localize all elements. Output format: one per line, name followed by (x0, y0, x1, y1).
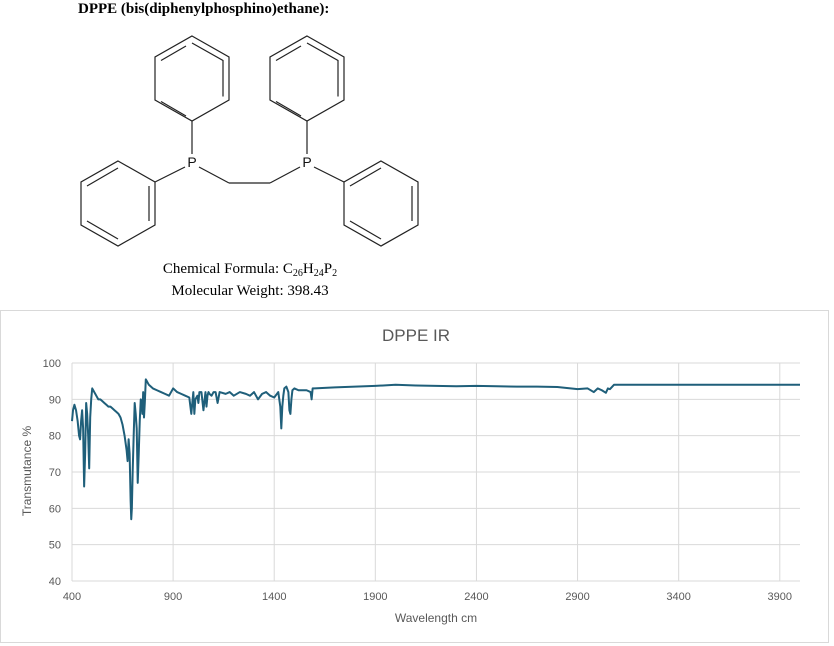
bond-p2-ring2 (313, 166, 345, 183)
structure-bonds (80, 35, 419, 247)
bond-p1-ch2 (198, 166, 230, 184)
phenyl-ring-upper-left (154, 35, 230, 122)
y-tick-label: 50 (49, 540, 61, 552)
chart-tick-labels: 40 50 60 70 80 90 100 400 900 1400 1900 2400 2900 340… (43, 358, 792, 603)
chart-gridlines (71, 362, 800, 582)
molecular-weight: Molecular Weight: 398.43 (100, 283, 400, 300)
y-tick-label: 70 (49, 467, 61, 479)
y-tick-label: 60 (49, 503, 61, 515)
x-axis-label: Wavelength cm (395, 611, 477, 625)
formula-element: C (282, 261, 293, 277)
formula-prefix: Chemical Formula: (162, 261, 283, 277)
y-tick-label: 100 (43, 358, 61, 370)
formula-element: P (323, 261, 333, 277)
y-axis-label: Transmutance % (20, 426, 34, 517)
x-tick-label: 3900 (768, 591, 792, 603)
page-title: DPPE (bis(diphenylphosphino)ethane): (78, 1, 330, 17)
formula-subscript: 26 (292, 268, 303, 279)
bond-p1-ring2 (154, 166, 186, 183)
phenyl-ring-lower-right (343, 160, 419, 247)
phenyl-ring-lower-left (80, 160, 156, 247)
chemical-formula: Chemical Formula: C26H24P2 (100, 261, 400, 279)
y-tick-label: 90 (49, 394, 61, 406)
x-tick-label: 2400 (464, 591, 488, 603)
chart-title: DPPE IR (382, 326, 450, 345)
phenyl-ring-upper-right (269, 35, 345, 122)
bond-ch2-p2 (269, 166, 301, 184)
mw-value: 398.43 (287, 283, 329, 299)
x-tick-label: 2900 (565, 591, 589, 603)
formula-subscript: 2 (332, 268, 338, 279)
x-tick-label: 3400 (666, 591, 690, 603)
chart-series (71, 378, 800, 521)
phosphorus-atom-label: P (187, 154, 196, 170)
formula-subscript: 24 (313, 268, 324, 279)
phosphorus-atom-label: P (302, 154, 311, 170)
x-tick-label: 1400 (262, 591, 286, 603)
ir-chart: DPPE IR 40 50 60 70 80 90 100 400 900 1400 1900 240… (20, 326, 800, 625)
x-tick-label: 1900 (363, 591, 387, 603)
mw-label: Molecular Weight: (171, 283, 288, 299)
y-tick-label: 40 (49, 576, 61, 588)
dppe-structure-diagram: P P (80, 35, 419, 247)
x-tick-label: 400 (63, 591, 81, 603)
x-tick-label: 900 (164, 591, 182, 603)
y-tick-label: 80 (49, 431, 61, 443)
formula-element: H (302, 261, 314, 277)
ir-spectrum-line (71, 378, 800, 521)
ir-chart-container: DPPE IR 40 50 60 70 80 90 100 400 900 1400 1900 240… (0, 310, 829, 643)
